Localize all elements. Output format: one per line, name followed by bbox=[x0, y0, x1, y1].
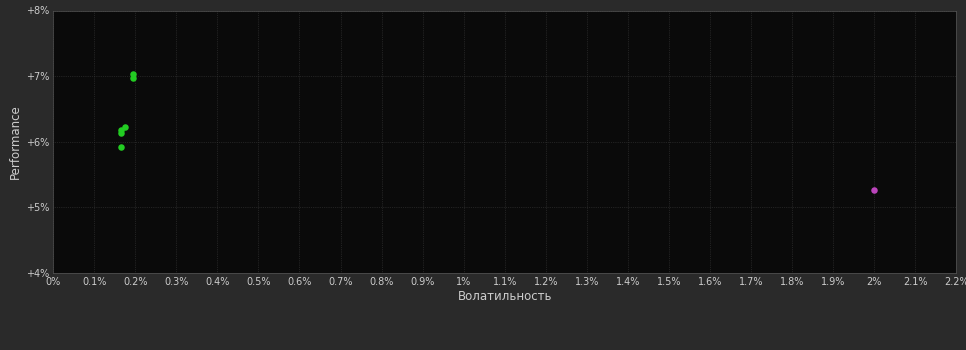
Point bbox=[113, 127, 128, 133]
X-axis label: Волатильность: Волатильность bbox=[458, 290, 552, 303]
Point bbox=[117, 125, 132, 130]
Point bbox=[867, 187, 882, 192]
Point bbox=[126, 71, 141, 77]
Point bbox=[113, 131, 128, 136]
Point bbox=[113, 144, 128, 150]
Y-axis label: Performance: Performance bbox=[9, 104, 21, 179]
Point bbox=[126, 75, 141, 81]
